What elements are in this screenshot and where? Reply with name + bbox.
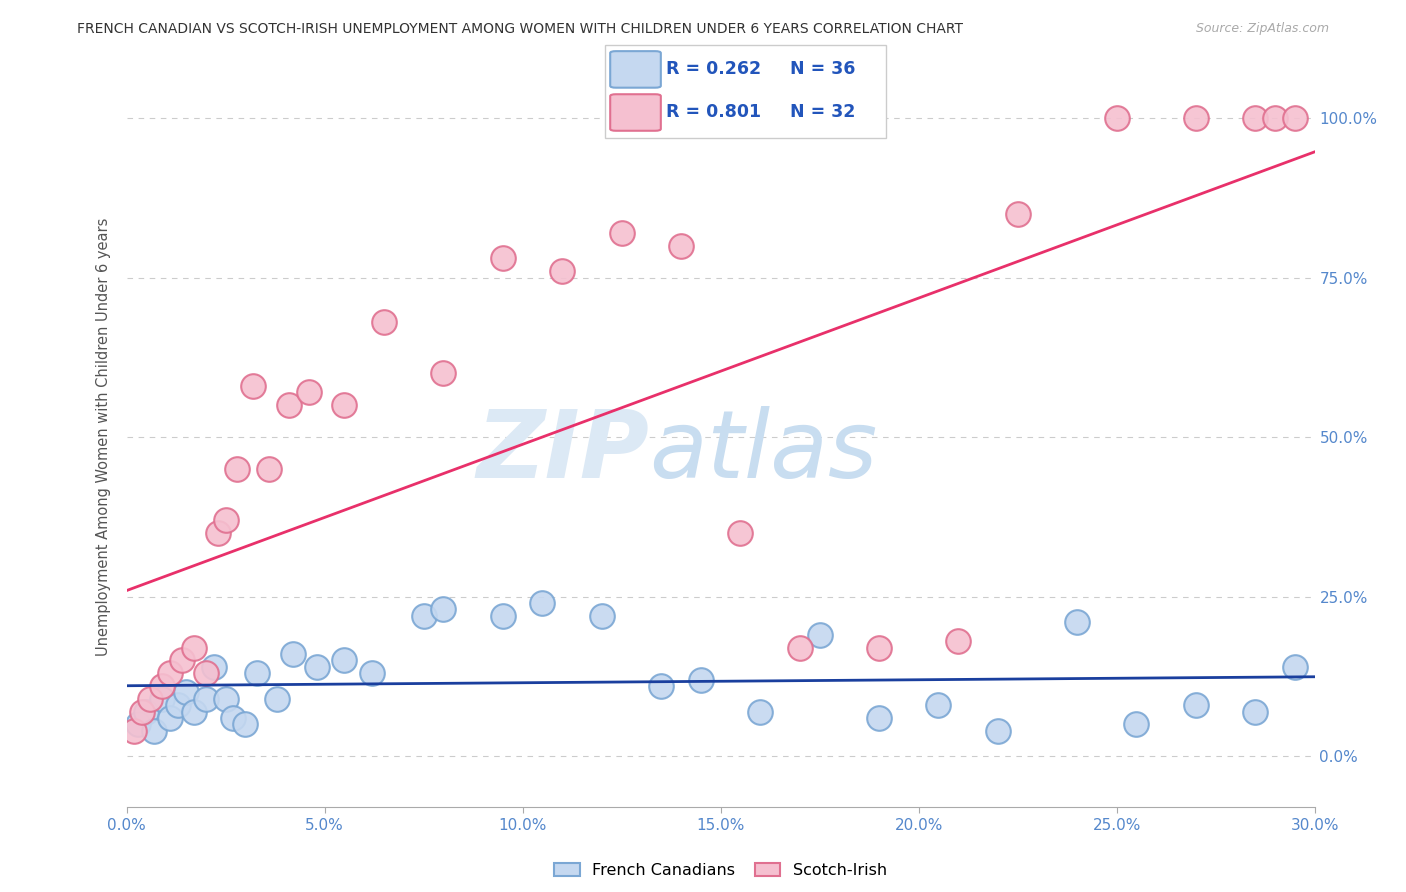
Point — [868, 640, 890, 655]
Point — [1264, 111, 1286, 125]
FancyBboxPatch shape — [610, 51, 661, 87]
FancyBboxPatch shape — [605, 45, 886, 138]
Point — [127, 717, 149, 731]
Point — [689, 673, 711, 687]
Point — [159, 711, 181, 725]
Point — [492, 252, 515, 266]
Point — [373, 315, 395, 329]
Point — [266, 691, 288, 706]
Point — [333, 653, 356, 667]
Point — [868, 711, 890, 725]
Point — [139, 691, 162, 706]
Point — [159, 666, 181, 681]
Text: N = 36: N = 36 — [790, 60, 855, 78]
Point — [305, 660, 328, 674]
Point — [730, 525, 752, 540]
Point — [214, 691, 236, 706]
Point — [233, 717, 256, 731]
Point — [432, 602, 454, 616]
Text: R = 0.801: R = 0.801 — [666, 103, 762, 121]
Point — [183, 705, 205, 719]
Point — [143, 723, 166, 738]
Text: FRENCH CANADIAN VS SCOTCH-IRISH UNEMPLOYMENT AMONG WOMEN WITH CHILDREN UNDER 6 Y: FRENCH CANADIAN VS SCOTCH-IRISH UNEMPLOY… — [77, 22, 963, 37]
Text: Source: ZipAtlas.com: Source: ZipAtlas.com — [1195, 22, 1329, 36]
Point — [1066, 615, 1088, 630]
Point — [1244, 705, 1267, 719]
Text: atlas: atlas — [650, 407, 877, 498]
Point — [222, 711, 245, 725]
Point — [298, 385, 321, 400]
Point — [277, 398, 299, 412]
Point — [194, 666, 217, 681]
Point — [749, 705, 772, 719]
Point — [1244, 111, 1267, 125]
Point — [246, 666, 269, 681]
Point — [1105, 111, 1128, 125]
Point — [174, 685, 197, 699]
Point — [808, 628, 831, 642]
FancyBboxPatch shape — [610, 95, 661, 131]
Point — [333, 398, 356, 412]
Text: N = 32: N = 32 — [790, 103, 855, 121]
Point — [948, 634, 970, 648]
Point — [214, 513, 236, 527]
Point — [135, 705, 157, 719]
Point — [226, 462, 249, 476]
Point — [242, 379, 264, 393]
Point — [650, 679, 672, 693]
Point — [551, 264, 574, 278]
Point — [167, 698, 190, 713]
Point — [124, 723, 146, 738]
Point — [202, 660, 225, 674]
Point — [492, 608, 515, 623]
Point — [432, 366, 454, 380]
Point — [150, 691, 173, 706]
Text: ZIP: ZIP — [477, 406, 650, 498]
Point — [987, 723, 1010, 738]
Text: R = 0.262: R = 0.262 — [666, 60, 762, 78]
Point — [591, 608, 613, 623]
Point — [412, 608, 434, 623]
Y-axis label: Unemployment Among Women with Children Under 6 years: Unemployment Among Women with Children U… — [96, 218, 111, 657]
Point — [927, 698, 949, 713]
Point — [789, 640, 811, 655]
Point — [610, 226, 633, 240]
Point — [131, 705, 153, 719]
Point — [281, 647, 304, 661]
Point — [1184, 111, 1206, 125]
Point — [1007, 207, 1029, 221]
Legend: French Canadians, Scotch-Irish: French Canadians, Scotch-Irish — [548, 856, 893, 884]
Point — [669, 238, 692, 252]
Point — [170, 653, 193, 667]
Point — [183, 640, 205, 655]
Point — [257, 462, 280, 476]
Point — [361, 666, 384, 681]
Point — [1125, 717, 1147, 731]
Point — [1284, 660, 1306, 674]
Point — [207, 525, 229, 540]
Point — [150, 679, 173, 693]
Point — [1184, 698, 1206, 713]
Point — [194, 691, 217, 706]
Point — [531, 596, 554, 610]
Point — [1284, 111, 1306, 125]
